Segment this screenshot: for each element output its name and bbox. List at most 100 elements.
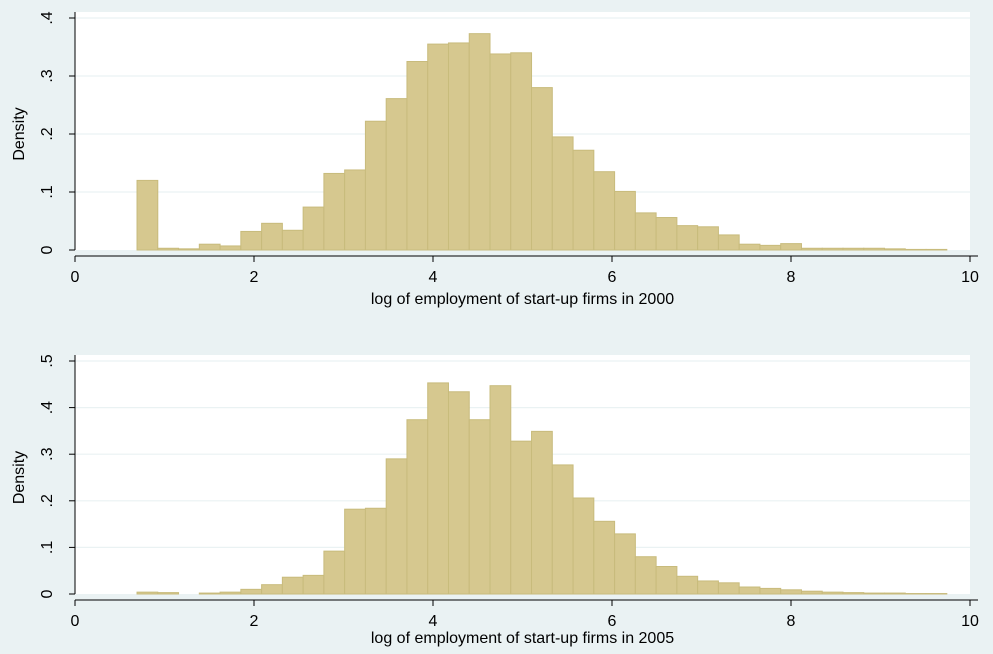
histogram-bar (800, 247, 823, 251)
histogram-bar (697, 226, 719, 251)
histogram-bar (364, 507, 387, 595)
histogram-bar (427, 43, 449, 251)
x-tick-label: 2 (250, 269, 259, 286)
histogram-panel-2000: 0 .1 .2 .3 .4 0 2 4 6 8 10 log of employment of sta… (11, 11, 979, 308)
histogram-bar (759, 587, 782, 595)
histogram-bar (219, 245, 242, 251)
y-tick-label: 0 (39, 589, 56, 598)
histogram-bar (780, 243, 802, 251)
histogram-bar (697, 580, 719, 595)
histogram-bar (198, 243, 221, 251)
histogram-bar (364, 120, 387, 251)
x-tick-label: 6 (608, 269, 617, 286)
histogram-bar (717, 234, 740, 251)
histogram-bar (780, 589, 802, 595)
histogram-bar (593, 171, 616, 251)
histogram-bar (800, 590, 823, 595)
x-tick-label: 0 (71, 269, 80, 286)
histogram-bar (302, 574, 325, 595)
histogram-bar (240, 588, 263, 595)
histogram-bar (551, 464, 574, 595)
histogram-bar (302, 206, 325, 251)
histogram-bar (676, 575, 699, 595)
histogram-bar (904, 248, 927, 251)
histogram-bar (427, 382, 449, 595)
histogram-bar (136, 591, 159, 595)
histogram-bar (884, 248, 906, 251)
histogram-bar (572, 149, 595, 251)
histogram-bar (344, 169, 366, 251)
x-axis-title: log of employment of start-up firms in 2… (371, 291, 674, 308)
histogram-bar (572, 497, 595, 595)
y-tick-label: .2 (39, 127, 56, 140)
y-axis-title: Density (11, 451, 28, 504)
histogram-bar (759, 244, 782, 251)
histogram-bar (821, 247, 844, 251)
histogram-bar (323, 172, 346, 251)
histogram-bar (676, 225, 699, 251)
histogram-bar (634, 556, 657, 595)
y-tick-label: .5 (39, 354, 56, 367)
x-tick-label: 6 (608, 613, 617, 630)
histogram-bar (261, 222, 283, 251)
x-tick-label: 4 (429, 269, 438, 286)
histogram-bar (738, 586, 761, 595)
y-axis-title: Density (11, 107, 28, 160)
histogram-bar (385, 458, 408, 595)
histogram-bar (344, 508, 366, 595)
histogram-bar (863, 247, 886, 251)
histogram-bar (614, 533, 636, 595)
y-tick-label: .3 (39, 447, 56, 460)
y-tick-label: .1 (39, 541, 56, 554)
histogram-bar (240, 230, 263, 251)
x-tick-label: 10 (961, 613, 979, 630)
histogram-bar (842, 592, 865, 595)
histogram-bar (863, 592, 886, 595)
x-tick-label: 0 (71, 613, 80, 630)
y-tick-label: 0 (39, 245, 56, 254)
histogram-bar (489, 385, 512, 595)
histogram-bar (510, 440, 533, 595)
histogram-bar (323, 550, 346, 595)
x-tick-label: 2 (250, 613, 259, 630)
histogram-panel-2005: 0 .1 .2 .3 .4 .5 0 2 4 6 8 10 log of employment of s… (11, 354, 979, 647)
x-tick-label: 4 (429, 613, 438, 630)
histogram-bar (406, 61, 429, 251)
histogram-bar (717, 582, 740, 595)
histogram-bar (157, 247, 180, 251)
histogram-bar (447, 42, 470, 251)
histogram-bar (468, 419, 491, 595)
histogram-bar (157, 592, 180, 595)
histogram-bar (489, 53, 512, 251)
histogram-bar (219, 591, 242, 595)
histogram-bar (884, 592, 906, 595)
histogram-bar (551, 136, 574, 251)
histogram-bar (593, 520, 616, 595)
histogram-bar (531, 430, 553, 595)
histogram-bar (634, 212, 657, 251)
y-tick-label: .1 (39, 185, 56, 198)
x-tick-label: 8 (787, 613, 796, 630)
y-tick-label: .4 (39, 401, 56, 414)
histogram-bar (531, 87, 553, 251)
histogram-bar (655, 217, 678, 251)
histogram-bar (281, 229, 304, 251)
histogram-bar (738, 243, 761, 251)
histogram-bar (281, 576, 304, 595)
histogram-bar (655, 566, 678, 595)
y-tick-label: .3 (39, 69, 56, 82)
x-tick-label: 8 (787, 269, 796, 286)
histogram-bar (406, 419, 429, 595)
histogram-bar (136, 179, 159, 251)
histogram-bar (925, 248, 948, 251)
y-tick-label: .2 (39, 494, 56, 507)
histogram-bar (468, 33, 491, 251)
histogram-bar (821, 591, 844, 595)
histogram-bar (510, 52, 533, 251)
histogram-bar (614, 190, 636, 251)
histogram-bar (198, 592, 221, 595)
histogram-bar (385, 98, 408, 251)
histogram-bar (447, 391, 470, 595)
histogram-bar (261, 584, 283, 595)
